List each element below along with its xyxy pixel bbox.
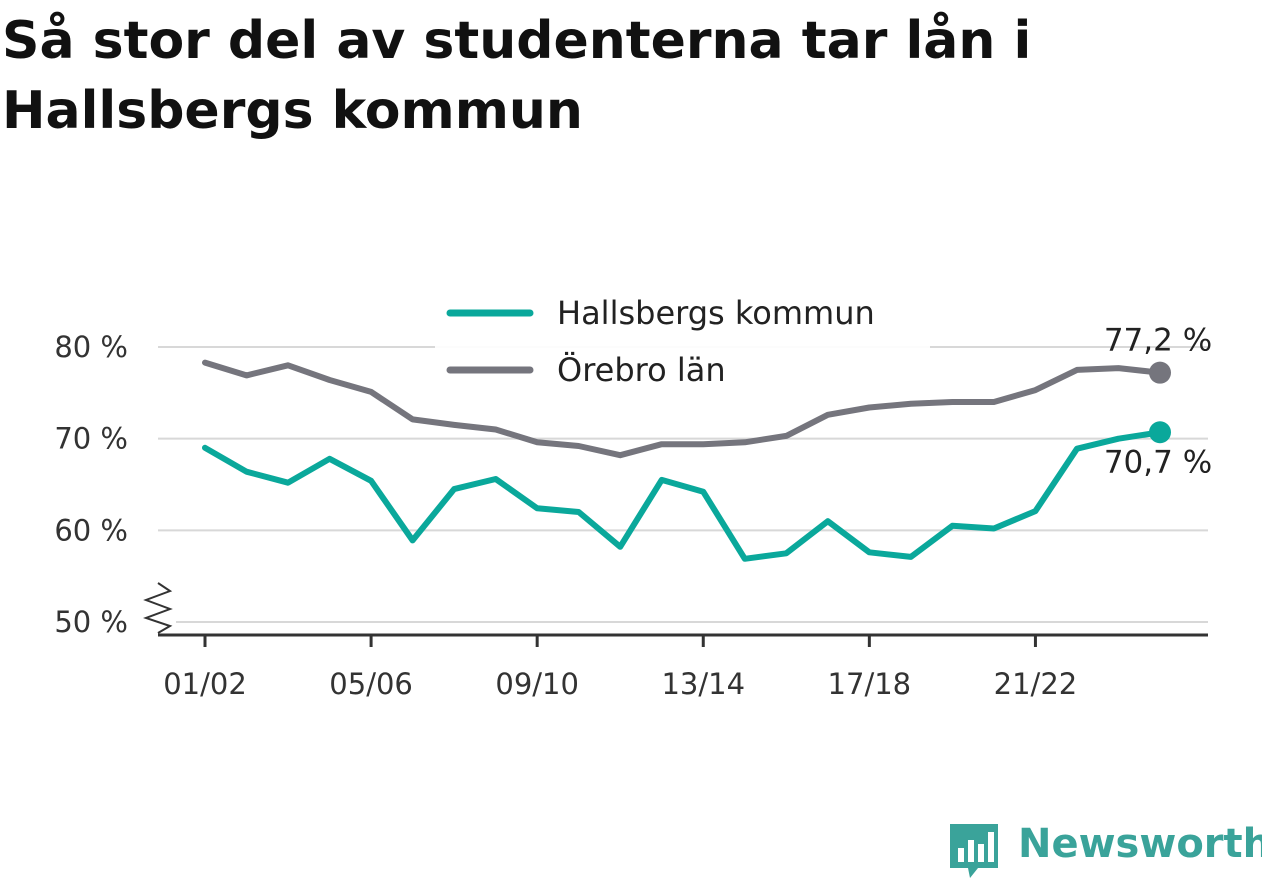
y-tick-label: 60 % (54, 513, 128, 547)
series-line-0 (202, 429, 1163, 562)
legend-label-1: Örebro län (557, 351, 726, 389)
x-tick-label: 21/22 (994, 667, 1078, 701)
x-tick-label: 05/06 (329, 667, 413, 701)
x-tick-label: 09/10 (495, 667, 579, 701)
chart-title: Så stor del av studenterna tar lån i Hal… (2, 11, 1032, 141)
series-end-point-1 (1149, 361, 1171, 384)
series-end-point-0 (1149, 421, 1171, 444)
x-axis: 01/02 05/06 09/10 13/14 17/18 21/22 (158, 633, 1208, 701)
x-tick-label: 01/02 (163, 667, 247, 701)
newsworthy-wordmark: Newsworthy (1018, 821, 1262, 867)
y-axis: 50 % 60 % 70 % 80 % (54, 330, 173, 639)
legend-label-0: Hallsbergs kommun (557, 294, 875, 332)
newsworthy-bar-chart-icon (950, 824, 998, 878)
end-labels: 77,2 % 70,7 % (1104, 323, 1212, 481)
y-tick-label: 50 % (54, 605, 128, 639)
x-tick-label: 13/14 (661, 667, 745, 701)
y-tick-label: 80 % (54, 330, 128, 364)
axis-break-icon (143, 582, 173, 634)
series-lines (202, 359, 1171, 562)
x-tick-label: 17/18 (828, 667, 912, 701)
end-label-orebro: 77,2 % (1104, 323, 1212, 359)
y-tick-label: 70 % (54, 422, 128, 456)
end-label-hallsberg: 70,7 % (1104, 444, 1212, 480)
series-line-1 (202, 359, 1163, 459)
legend: Hallsbergs kommun Örebro län (435, 288, 930, 400)
legend-background (435, 288, 930, 400)
